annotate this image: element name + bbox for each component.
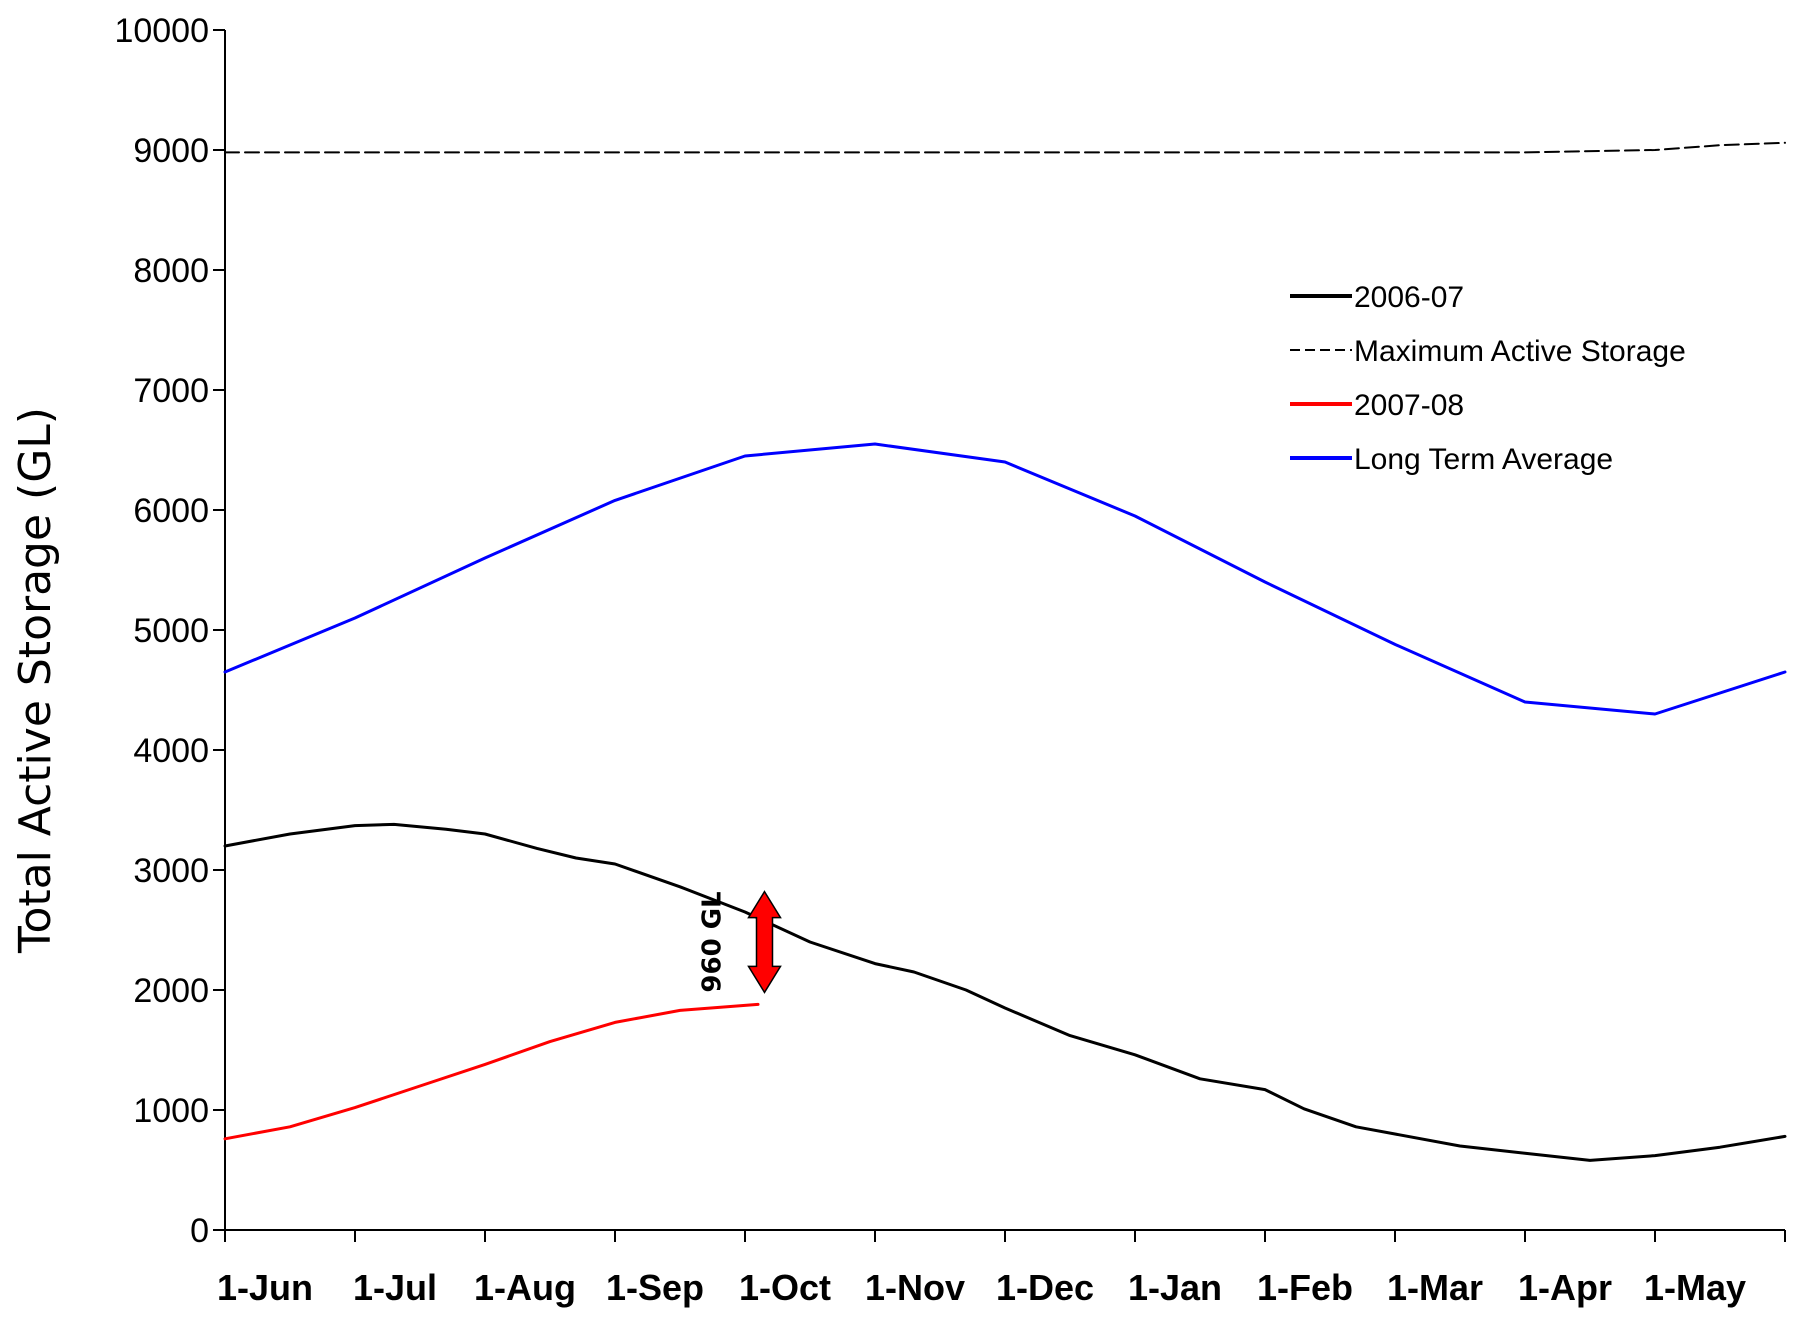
- series-line-1: [224, 141, 1786, 154]
- x-tick-label: 1-Aug: [474, 1267, 576, 1308]
- series-layer: [223, 141, 1787, 1162]
- y-tick-label: 10000: [114, 12, 209, 50]
- x-tick-label: 1-Jul: [353, 1267, 437, 1308]
- y-tick-label: 0: [190, 1212, 209, 1250]
- x-tick-label: 1-Jan: [1128, 1267, 1222, 1308]
- y-tick-label: 9000: [133, 132, 209, 170]
- x-tick-label: 1-May: [1644, 1267, 1746, 1308]
- x-tick-label: 1-Jun: [217, 1267, 313, 1308]
- x-ticks: 1-Jun 1-Jul 1-Aug 1-Sep 1-Oct 1-Nov 1-Dec 1-Jan…: [217, 1230, 1786, 1308]
- y-tick-label: 4000: [133, 732, 209, 770]
- legend-label-3: Long Term Average: [1354, 443, 1613, 476]
- y-tick-label: 6000: [133, 492, 209, 530]
- legend-label-0: 2006-07: [1354, 281, 1464, 314]
- axes: [224, 30, 1785, 1231]
- annotation-label: 960 GL: [698, 891, 728, 992]
- legend-label-2: 2007-08: [1354, 389, 1464, 422]
- y-ticks: 0 1000 2000 3000 4000 5000 6000 7000 8000 9000 100…: [114, 12, 225, 1250]
- legend-label-1: Maximum Active Storage: [1354, 335, 1686, 368]
- annotation-arrow: [747, 890, 782, 994]
- y-tick-label: 8000: [133, 252, 209, 290]
- x-tick-label: 1-Apr: [1518, 1267, 1612, 1308]
- y-tick-label: 1000: [133, 1092, 209, 1130]
- series-line-0: [223, 822, 1787, 1162]
- y-tick-label: 7000: [133, 372, 209, 410]
- legend: 2006-07 Maximum Active Storage 2007-08 Long…: [1290, 281, 1686, 476]
- x-tick-label: 1-Oct: [739, 1267, 831, 1308]
- series-line-3: [223, 442, 1787, 716]
- x-tick-label: 1-Dec: [996, 1267, 1094, 1308]
- x-tick-label: 1-Mar: [1387, 1267, 1483, 1308]
- y-axis-title: Total Active Storage (GL): [10, 407, 61, 954]
- x-tick-label: 1-Sep: [606, 1267, 704, 1308]
- y-tick-label: 2000: [133, 972, 209, 1010]
- x-tick-label: 1-Nov: [865, 1267, 965, 1308]
- annotation-layer: 960 GL: [698, 890, 782, 994]
- y-tick-label: 3000: [133, 852, 209, 890]
- y-tick-label: 5000: [133, 612, 209, 650]
- series-line-2: [223, 1002, 760, 1141]
- x-tick-label: 1-Feb: [1257, 1267, 1353, 1308]
